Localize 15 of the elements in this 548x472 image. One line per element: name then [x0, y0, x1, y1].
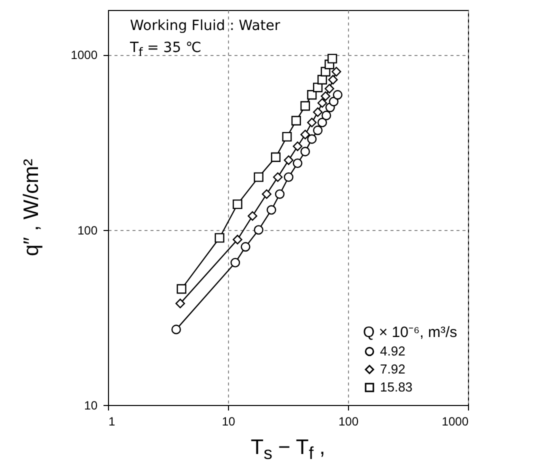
x-tick-label: 10 — [222, 414, 236, 428]
y-tick-label: 10 — [84, 398, 98, 412]
legend-label: 15.83 — [380, 380, 413, 394]
y-tick-label: 100 — [77, 223, 98, 238]
y-tick-label: 1000 — [70, 48, 98, 62]
legend-label: 4.92 — [380, 344, 406, 358]
x-tick-label: 1000 — [442, 414, 469, 428]
x-tick-label: 1 — [108, 414, 116, 428]
y-axis-title: q″ , W/cm² — [20, 158, 43, 256]
annotation: Working Fluid : Water — [130, 18, 280, 34]
x-tick-label: 100 — [338, 414, 359, 428]
annotation: T$_{f}$ = 35 ℃ — [130, 40, 202, 59]
legend-title: Q × 10⁻⁶, m³/s — [363, 324, 458, 341]
x-axis-title: T$_{s}$ − T$_{f}$ , — [250, 436, 326, 464]
legend-label: 7.92 — [380, 362, 406, 376]
